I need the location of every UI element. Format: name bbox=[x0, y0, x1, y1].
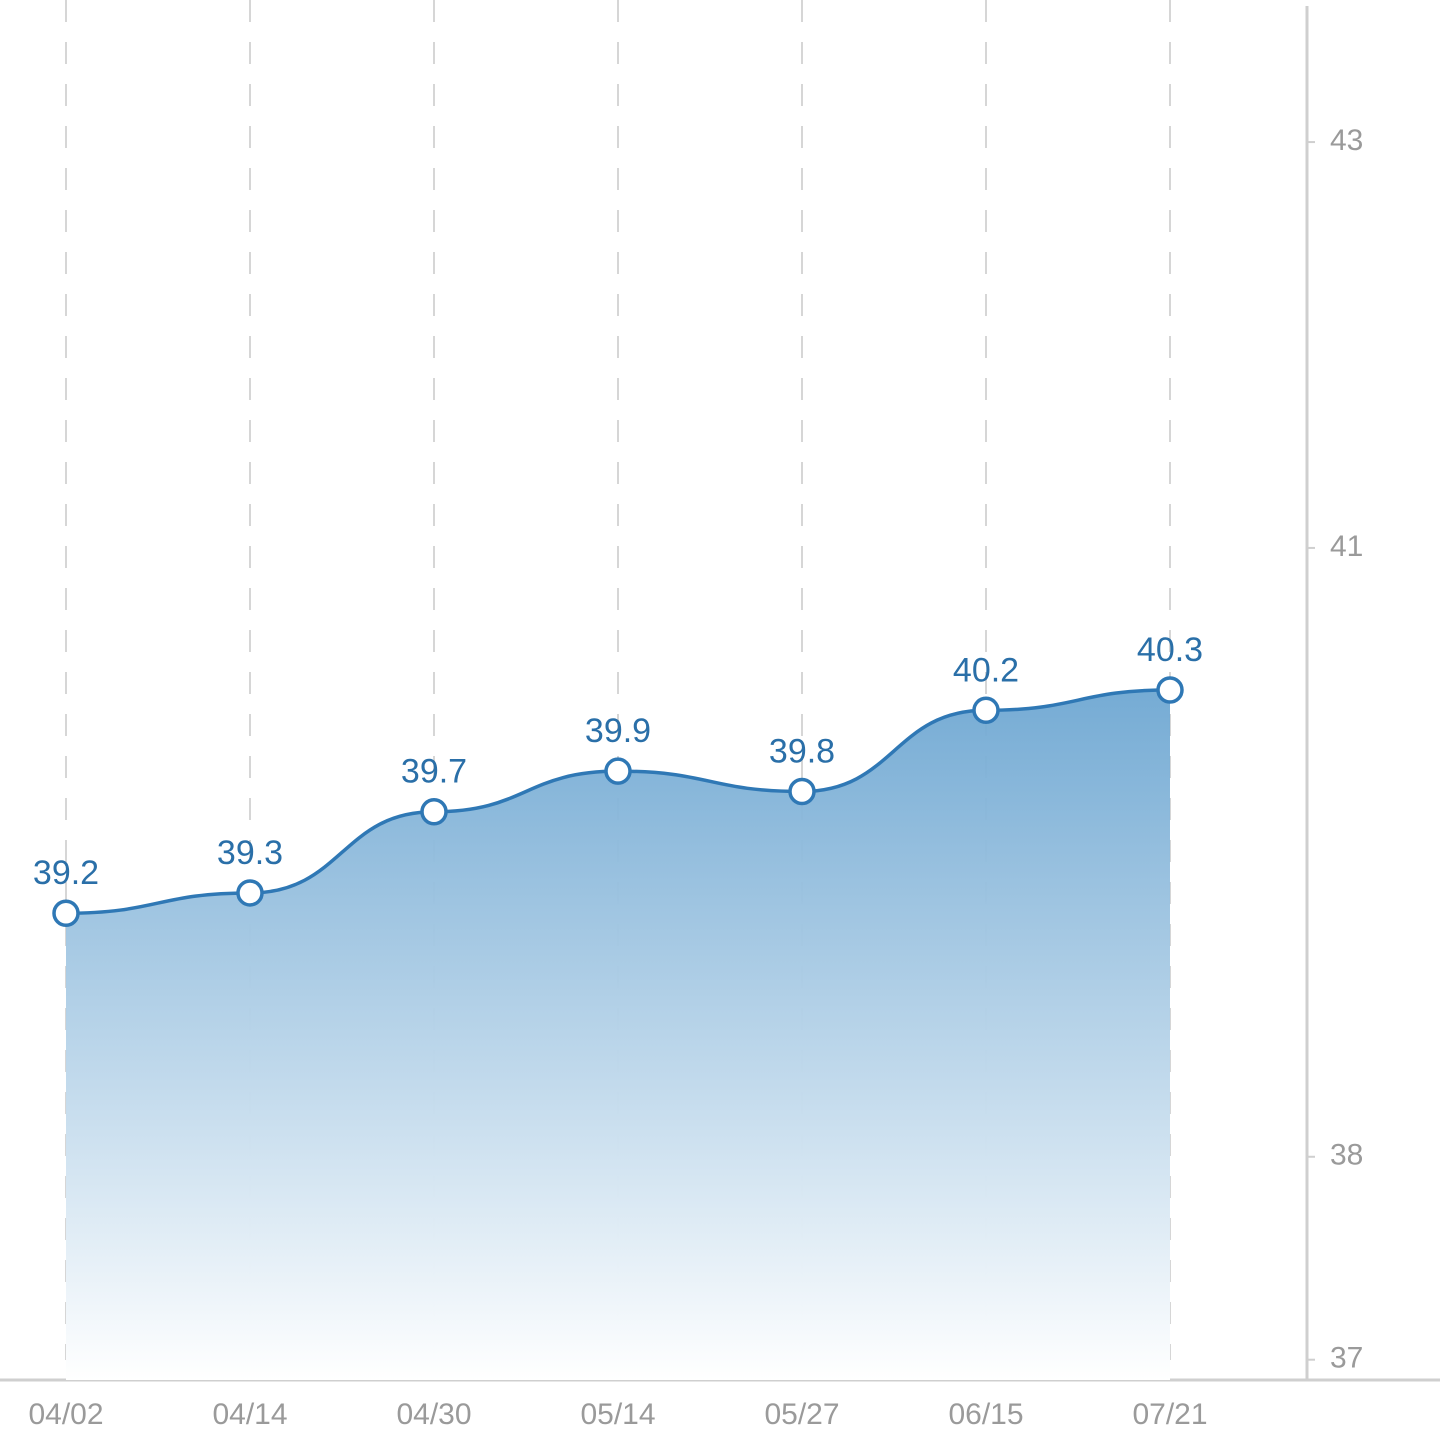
point bbox=[52, 899, 80, 927]
value-label: 40.3 bbox=[1137, 631, 1203, 669]
point bbox=[972, 696, 1000, 725]
x-tick-label: 04/14 bbox=[212, 1398, 287, 1431]
value-label: 39.2 bbox=[33, 854, 99, 892]
point bbox=[604, 757, 632, 785]
x-tick-label: 04/30 bbox=[396, 1398, 471, 1431]
x-tick-label: 06/15 bbox=[948, 1398, 1023, 1431]
x-tick-label: 07/21 bbox=[1132, 1398, 1207, 1431]
y-tick-label: 38 bbox=[1330, 1139, 1363, 1172]
value-label: 39.9 bbox=[585, 712, 651, 750]
value-label: 39.8 bbox=[769, 732, 835, 770]
x-tick-label: 05/27 bbox=[764, 1398, 839, 1431]
area bbox=[66, 690, 1170, 1380]
point bbox=[420, 798, 448, 826]
y-tick-label: 41 bbox=[1330, 530, 1363, 563]
value-label: 39.3 bbox=[217, 834, 283, 872]
y-tick-label: 43 bbox=[1330, 124, 1363, 157]
point bbox=[788, 777, 816, 806]
x-tick-label: 04/02 bbox=[28, 1398, 103, 1431]
point bbox=[236, 879, 264, 907]
x-tick-label: 05/14 bbox=[580, 1398, 655, 1431]
point bbox=[1156, 676, 1184, 704]
y-tick-label: 37 bbox=[1330, 1342, 1363, 1375]
value-label: 40.2 bbox=[953, 651, 1019, 689]
value-label: 39.7 bbox=[401, 753, 467, 791]
